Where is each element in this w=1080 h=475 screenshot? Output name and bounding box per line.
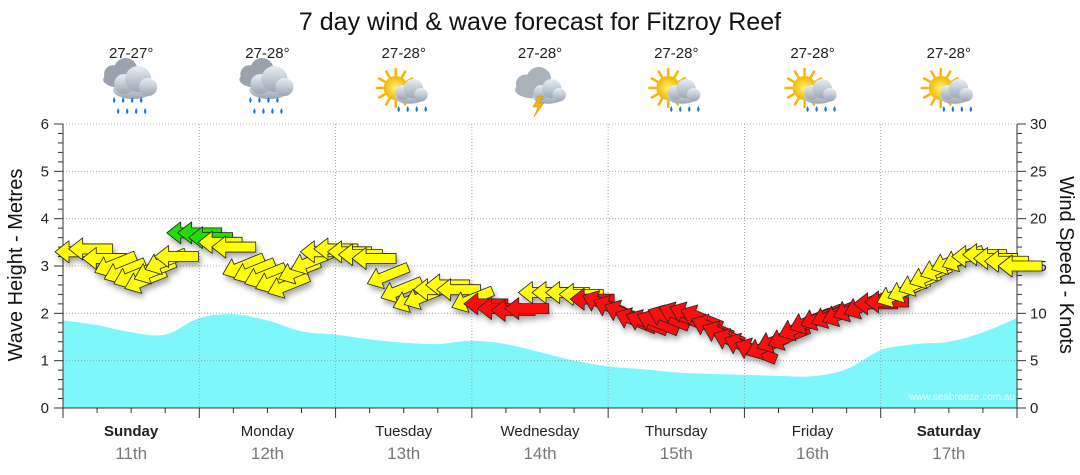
wind-arrow: [154, 245, 199, 268]
temperature-range: 27-27°: [109, 45, 153, 62]
sun-shower-icon: [648, 67, 701, 112]
y-tick-label-left: 3: [41, 258, 49, 275]
y-axis-right-title: Wind Speed - Knots: [1055, 176, 1077, 354]
y-tick-label-right: 5: [1030, 353, 1038, 370]
day-date-label: 12th: [251, 444, 284, 463]
wind-arrow: [351, 247, 397, 270]
watermark: www.seabreeze.com.au: [908, 392, 1015, 403]
sun-shower-icon: [375, 67, 428, 112]
day-date-label: 16th: [796, 444, 829, 463]
y-tick-label-left: 2: [41, 305, 49, 322]
y-tick-label-left: 5: [41, 163, 49, 180]
day-name-label: Thursday: [645, 423, 708, 440]
y-tick-label-left: 6: [41, 116, 49, 133]
y-axis-left-title: Wave Height - Metres: [5, 169, 27, 362]
y-tick-label-right: 10: [1030, 305, 1047, 322]
day-name-label: Sunday: [104, 423, 159, 440]
day-date-label: 13th: [387, 444, 420, 463]
y-tick-label-left: 1: [41, 353, 49, 370]
wind-arrow: [436, 278, 482, 302]
day-labels: Sunday 11th Monday 12th Tuesday 13th Wednesday…: [104, 423, 982, 463]
wind-arrow: [267, 271, 311, 299]
day-name-label: Monday: [241, 423, 295, 440]
y-tick-label-right: 20: [1030, 211, 1047, 228]
sun-shower-icon: [920, 67, 973, 112]
day-date-label: 15th: [660, 444, 693, 463]
wind-arrow: [211, 235, 257, 259]
temperature-range: 27-28°: [245, 45, 289, 62]
day-date-label: 11th: [115, 444, 147, 463]
day-date-label: 14th: [523, 444, 556, 463]
temperature-range: 27-28°: [518, 45, 562, 62]
wind-arrow: [504, 297, 550, 321]
y-tick-label-right: 30: [1030, 116, 1047, 133]
day-name-label: Friday: [792, 423, 834, 440]
wind-arrow: [366, 262, 411, 290]
day-date-label: 17th: [932, 444, 965, 463]
rain-cloud-icon: [103, 58, 158, 114]
thunderstorm-icon: [515, 67, 566, 118]
wind-arrow: [997, 254, 1043, 278]
chart-title: 7 day wind & wave forecast for Fitzroy R…: [299, 8, 781, 36]
day-name-label: Tuesday: [375, 423, 432, 440]
plot-area: 0123456051015202530: [41, 116, 1047, 418]
temperature-range: 27-28°: [654, 45, 698, 62]
y-tick-label-left: 0: [41, 400, 49, 417]
temperature-range: 27-28°: [927, 45, 971, 62]
y-tick-label-right: 0: [1030, 400, 1038, 417]
wind-arrows: [54, 221, 1043, 365]
rain-cloud-icon: [239, 58, 294, 114]
day-name-label: Wednesday: [501, 423, 580, 440]
sun-shower-icon: [784, 67, 837, 112]
wave-height-area: [63, 314, 1017, 408]
temperature-range: 27-28°: [382, 45, 426, 62]
weather-row: 27-27° 27-28° 27-28° 27-28° 27-28° 27-28° 27-2…: [103, 45, 973, 118]
y-tick-label-right: 25: [1030, 163, 1047, 180]
temperature-range: 27-28°: [790, 45, 834, 62]
y-tick-label-left: 4: [41, 211, 49, 228]
day-name-label: Saturday: [917, 423, 982, 440]
